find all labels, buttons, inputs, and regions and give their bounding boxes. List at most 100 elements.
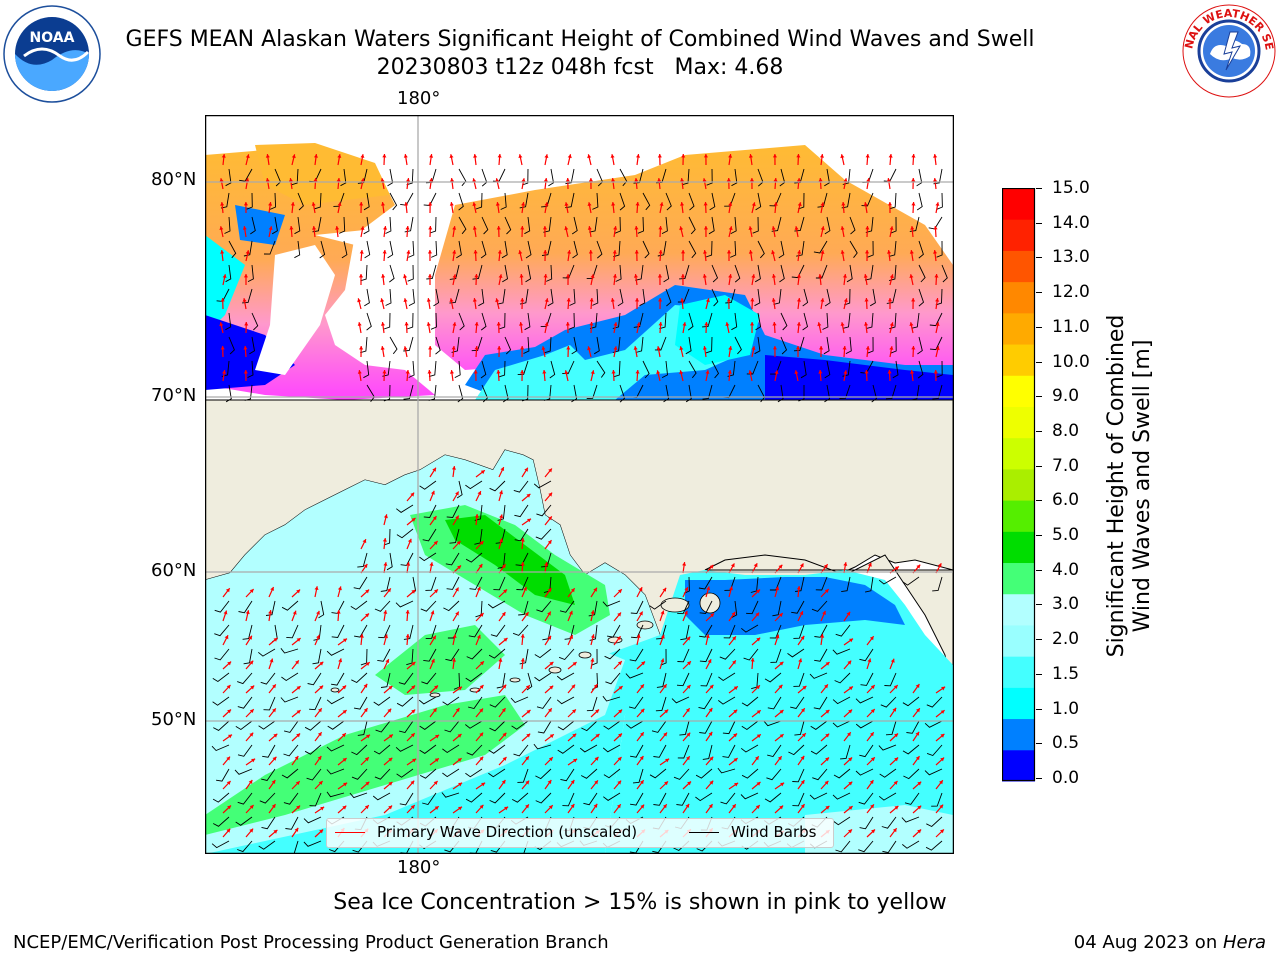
colorbar-segment [1002,656,1035,688]
wind-barb [558,648,575,661]
wave-arrow-head [296,710,301,714]
wave-arrow-head [342,805,347,810]
wave-arrow-head [224,635,229,640]
wave-arrow-head [220,346,225,350]
wave-arrow-head [658,250,663,254]
wave-arrow-head [887,250,892,254]
wind-barb [535,768,552,780]
wind-barb [224,216,231,234]
wind-barb [741,624,759,633]
wind-barb [695,768,713,779]
wave-arrow-head [617,612,621,617]
wind-barb [244,384,253,401]
wave-arrow-head [498,658,503,662]
wave-arrow-head [567,250,572,254]
wind-barb [902,840,920,849]
wave-arrow-head [383,610,388,614]
wave-arrow-head [634,226,639,230]
wave-arrow-head [221,154,226,158]
wave-arrow-head [892,707,897,712]
wave-arrow-head [272,684,276,689]
wave-arrow-head [587,226,592,230]
wave-arrow-head [288,178,293,182]
wave-arrow-head [843,370,848,374]
colorbar-tick-label: 12.0 [1052,282,1090,303]
wave-arrow-head [547,780,552,784]
wave-arrow-head [292,610,297,615]
wave-arrow-head [566,346,571,350]
wave-arrow-head [403,298,408,302]
wind-barb [422,528,437,542]
wave-arrow-head [316,634,320,639]
wave-arrow-head [380,322,385,326]
wind-barb [754,264,761,283]
wave-arrow-head [796,586,801,590]
wave-arrow-head [337,586,342,591]
wind-barb [743,648,759,661]
wave-arrow-head [219,226,224,230]
wind-barb [688,192,695,211]
wave-arrow-head [337,154,342,158]
wave-arrow-head [587,154,592,159]
wave-arrow-head [226,685,231,689]
wave-arrow-head [865,226,870,230]
wave-arrow-head [733,733,737,738]
wave-arrow-head [665,758,670,763]
wind-barb [212,672,230,683]
wave-arrow-head [702,274,707,278]
wind-barb [754,288,761,307]
wave-arrow-head [870,757,875,762]
wave-arrow-head [656,346,661,350]
wind-barb [373,696,391,706]
wave-arrow-head [566,274,571,278]
wind-barb [794,720,805,736]
wave-arrow-head [847,732,851,737]
wave-arrow-head [800,755,805,760]
wave-arrow-head [756,685,760,690]
wave-arrow-head [458,782,463,787]
wind-barb [746,360,759,375]
wave-arrow-head [751,274,756,278]
wave-arrow-head [501,780,506,784]
wave-arrow-head [940,757,945,762]
colorbar-label: Significant Height of Combined Wind Wave… [1104,315,1156,658]
wave-arrow-head [388,757,393,762]
wave-arrow-head [886,178,891,182]
wave-arrow-head [335,226,340,230]
wind-barb [517,360,529,376]
colorbar-segment [1002,375,1035,407]
wave-arrow-head [825,709,830,714]
wave-arrow-head [496,226,501,230]
wind-barb [357,720,368,736]
wind-barb [835,840,851,853]
wave-arrow-head [503,638,508,642]
wind-barb [239,168,253,182]
wave-arrow-head [755,805,760,809]
wave-arrow-head [318,708,322,713]
wave-arrow-head [406,562,411,566]
wind-barb [603,792,621,801]
wave-arrow-head [840,226,845,230]
wind-barb [291,168,299,186]
wave-arrow-head [495,178,500,183]
wave-arrow-head [590,370,595,375]
wave-arrow-head [548,492,553,497]
wave-arrow-head [435,734,440,739]
wind-barb [752,216,759,234]
wave-arrow-head [750,658,755,662]
wave-arrow-head [748,154,753,158]
wind-barb [387,240,394,259]
wind-barb [589,624,598,641]
wind-barb [869,288,876,307]
wind-barb [458,216,467,235]
wind-barb [261,768,276,782]
wave-arrow-head [848,686,853,691]
wind-barb [536,696,552,709]
wind-barb [488,768,506,778]
wave-arrow-head [320,806,325,811]
wave-arrow-head [660,634,665,639]
wind-barb [705,336,713,354]
wind-barb [708,216,715,235]
wind-barb [824,360,831,379]
wind-barb [468,624,483,638]
